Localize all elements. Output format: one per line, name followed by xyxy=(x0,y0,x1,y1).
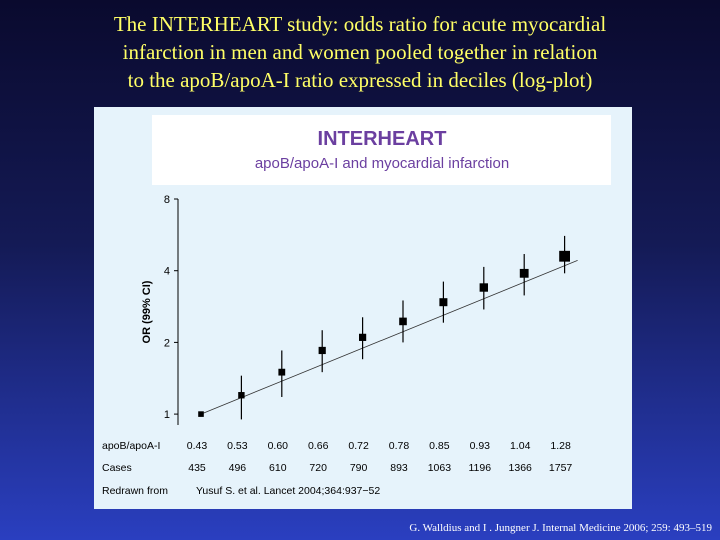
ratio-row-label: apoB/apoA-I xyxy=(102,440,160,452)
data-point xyxy=(399,317,407,326)
source-reference: Yusuf S. et al. Lancet 2004;364:937−52 xyxy=(196,485,380,497)
cases-value: 790 xyxy=(350,462,368,474)
cases-value: 496 xyxy=(229,462,247,474)
cases-value: 720 xyxy=(309,462,327,474)
slide-title-line: The INTERHEART study: odds ratio for acu… xyxy=(113,12,607,36)
data-point xyxy=(519,268,529,278)
cases-row-label: Cases xyxy=(102,462,132,474)
data-point xyxy=(198,411,204,417)
cases-value: 1757 xyxy=(549,462,573,474)
y-axis-label: OR (99% CI) xyxy=(141,280,153,343)
data-point xyxy=(238,392,245,399)
cases-value: 610 xyxy=(269,462,287,474)
chart-panel: INTERHEART apoB/apoA-I and myocardial inf… xyxy=(94,107,632,509)
chart-subtitle: apoB/apoA-I and myocardial infarction xyxy=(255,155,509,172)
x-tick-label: 1.04 xyxy=(510,440,531,452)
data-point xyxy=(278,368,286,376)
cases-value: 435 xyxy=(188,462,206,474)
data-point xyxy=(479,283,488,292)
x-tick-label: 0.53 xyxy=(227,440,248,452)
slide-title-line: infarction in men and women pooled toget… xyxy=(122,40,598,64)
source-prefix: Redrawn from xyxy=(102,485,168,497)
cases-value: 893 xyxy=(390,462,408,474)
chart-svg: INTERHEART apoB/apoA-I and myocardial inf… xyxy=(102,115,611,497)
y-tick-label: 8 xyxy=(164,194,170,206)
data-point xyxy=(439,298,448,307)
data-point xyxy=(318,346,326,355)
slide-title-line: to the apoB/apoA-I ratio expressed in de… xyxy=(127,68,593,92)
y-tick-label: 4 xyxy=(164,266,170,278)
x-tick-label: 0.78 xyxy=(389,440,410,452)
cases-value: 1196 xyxy=(469,462,492,474)
trend-line xyxy=(200,260,578,415)
citation: G. Walldius and I . Jungner J. Internal … xyxy=(409,522,712,534)
x-tick-label: 0.72 xyxy=(348,440,369,452)
x-tick-label: 0.93 xyxy=(470,440,491,452)
x-tick-label: 0.66 xyxy=(308,440,329,452)
data-point xyxy=(359,333,367,341)
chart-header-box xyxy=(152,115,611,185)
cases-value: 1063 xyxy=(428,462,452,474)
y-tick-label: 2 xyxy=(164,337,170,349)
x-tick-label: 0.85 xyxy=(429,440,450,452)
x-tick-label: 1.28 xyxy=(550,440,571,452)
cases-value: 1366 xyxy=(509,462,533,474)
data-point xyxy=(559,250,570,262)
chart-title: INTERHEART xyxy=(318,128,447,150)
x-tick-label: 0.60 xyxy=(268,440,289,452)
x-tick-label: 0.43 xyxy=(187,440,208,452)
y-tick-label: 1 xyxy=(164,409,170,421)
slide-title: The INTERHEART study: odds ratio for acu… xyxy=(40,10,680,94)
